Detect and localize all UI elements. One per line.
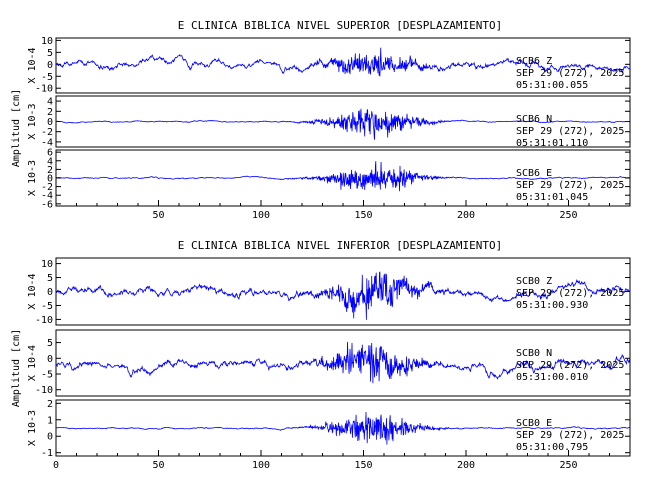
waveform-trace (55, 108, 630, 140)
x-tick-label: 0 (53, 460, 59, 471)
x-tick-label: 250 (559, 460, 577, 471)
channel-date: SEP 29 (272), 2025 (516, 180, 624, 191)
x-tick-label: 200 (457, 460, 475, 471)
y-tick-label: 4 (47, 97, 53, 108)
channel-time: 05:31:00.055 (516, 80, 588, 91)
y-tick-label: 0 (47, 432, 53, 443)
waveform-trace (55, 411, 631, 445)
y-tick-label: 1 (47, 415, 53, 426)
y-tick-label: 4 (47, 156, 53, 167)
y-tick-label: 5 (47, 48, 53, 59)
y-tick-label: 2 (47, 107, 53, 118)
x-tick-label: 50 (152, 460, 164, 471)
group-1-x-axis: 50 100 150 200 250 (55, 200, 631, 221)
channel-time: 05:31:00.010 (516, 372, 588, 383)
y-tick-label: -5 (41, 72, 53, 83)
channel-time: 05:31:00.930 (516, 300, 588, 311)
y-tick-label: 2 (47, 165, 53, 176)
x-tick-label: 250 (559, 210, 577, 221)
scale-label: X 10-3 (27, 103, 38, 139)
channel-name: SCB0 E (516, 418, 552, 429)
y-tick-label: 10 (41, 259, 53, 270)
x-tick-label: 200 (457, 210, 475, 221)
scale-label: X 10-3 (27, 410, 38, 446)
scale-label: X 10-4 (27, 47, 38, 83)
y-tick-label: -10 (35, 84, 53, 95)
channel-date: SEP 29 (272), 2025 (516, 430, 624, 441)
panel-frame (55, 37, 631, 94)
y-tick-label: 0 (47, 174, 53, 185)
channel-time: 05:31:00.795 (516, 442, 588, 453)
channel-name: SCB6 Z (516, 56, 552, 67)
group-1-ylabel: Amplitud [cm] (11, 89, 22, 167)
y-tick-label: -2 (41, 182, 53, 193)
scale-label: X 10-3 (27, 160, 38, 196)
y-tick-label: 0 (47, 354, 53, 365)
y-tick-label: -5 (41, 301, 53, 312)
y-tick-label: 5 (47, 273, 53, 284)
x-tick-label: 100 (252, 210, 270, 221)
channel-time: 05:31:01.110 (516, 138, 588, 149)
y-tick-label: -6 (41, 199, 53, 210)
y-tick-label: -10 (35, 385, 53, 396)
y-tick-label: 0 (47, 287, 53, 298)
x-tick-label: 50 (152, 210, 164, 221)
scale-label: X 10-4 (27, 345, 38, 381)
group-2-title: E CLINICA BIBLICA NIVEL INFERIOR [DESPLA… (178, 239, 503, 252)
group-2-ylabel: Amplitud [cm] (11, 329, 22, 407)
channel-name: SCB6 N (516, 114, 552, 125)
y-tick-label: -4 (41, 191, 53, 202)
channel-time: 05:31:01.045 (516, 192, 588, 203)
y-tick-label: -5 (41, 370, 53, 381)
y-tick-label: 10 (41, 36, 53, 47)
channel-date: SEP 29 (272), 2025 (516, 68, 624, 79)
y-tick-label: -2 (41, 127, 53, 138)
waveform-trace (55, 341, 630, 384)
waveform-trace (55, 161, 631, 192)
channel-date: SEP 29 (272), 2025 (516, 288, 624, 299)
waveform-trace (55, 271, 631, 320)
y-tick-label: -10 (35, 315, 53, 326)
channel-name: SCB0 N (516, 348, 552, 359)
waveform-trace (55, 47, 631, 77)
y-tick-label: 2 (47, 399, 53, 410)
y-tick-label: 0 (47, 117, 53, 128)
channel-date: SEP 29 (272), 2025 (516, 360, 624, 371)
group-2-x-axis: 0 50 100 150 200 250 (53, 450, 631, 471)
y-tick-label: 0 (47, 60, 53, 71)
x-tick-label: 150 (354, 210, 372, 221)
y-tick-label: -4 (41, 137, 53, 148)
scale-label: X 10-4 (27, 273, 38, 309)
group-1-title: E CLINICA BIBLICA NIVEL SUPERIOR [DESPLA… (178, 19, 503, 32)
channel-name: SCB6 E (516, 168, 552, 179)
panel-frame (55, 329, 631, 397)
x-tick-label: 100 (252, 460, 270, 471)
channel-date: SEP 29 (272), 2025 (516, 126, 624, 137)
y-tick-label: 6 (47, 148, 53, 159)
y-tick-label: -1 (41, 448, 53, 459)
y-tick-label: 5 (47, 338, 53, 349)
channel-name: SCB0 Z (516, 276, 552, 287)
x-tick-label: 150 (354, 460, 372, 471)
